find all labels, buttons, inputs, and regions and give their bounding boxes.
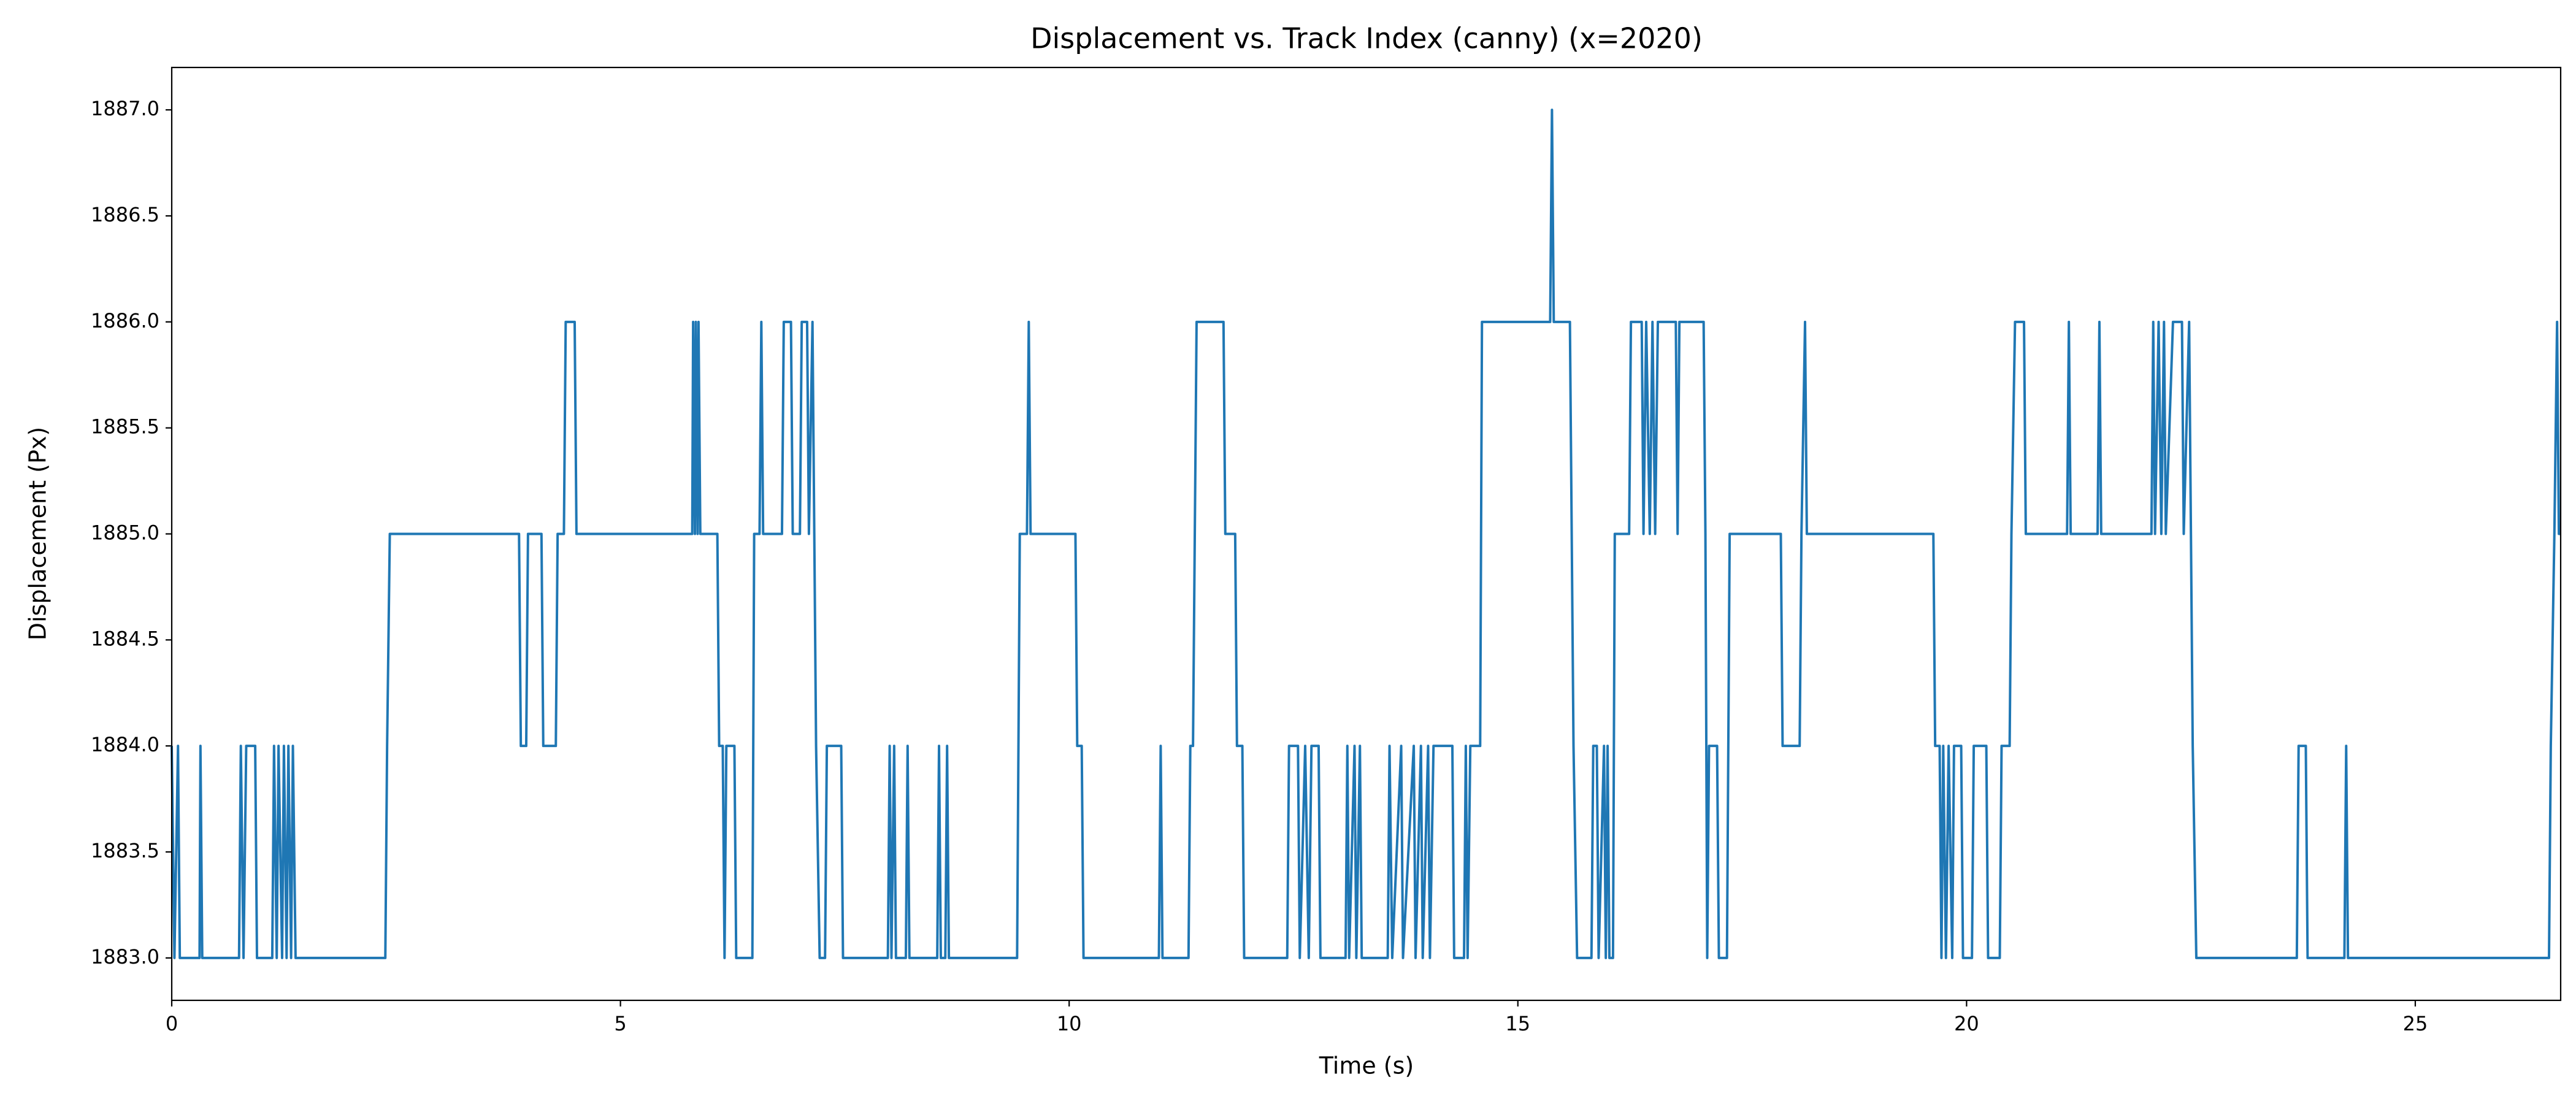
- y-tick-label: 1886.5: [91, 203, 159, 226]
- y-tick-label: 1884.5: [91, 627, 159, 650]
- y-axis-label: Displacement (Px): [25, 427, 52, 640]
- plot-frame: [171, 66, 2562, 1002]
- x-tick-label: 15: [1505, 1012, 1530, 1035]
- x-tick-label: 25: [2403, 1012, 2428, 1035]
- y-tick-label: 1886.0: [91, 309, 159, 332]
- x-tick-label: 20: [1954, 1012, 1979, 1035]
- y-tick-label: 1883.5: [91, 839, 159, 862]
- x-tick-label: 0: [166, 1012, 178, 1035]
- y-tick-label: 1885.5: [91, 415, 159, 439]
- y-tick-label: 1885.0: [91, 521, 159, 545]
- data-line: [171, 109, 2561, 959]
- chart-title: Displacement vs. Track Index (canny) (x=…: [1030, 22, 1703, 55]
- y-tick-label: 1883.0: [91, 945, 159, 968]
- x-tick-label: 5: [614, 1012, 626, 1035]
- y-tick-label: 1887.0: [91, 97, 159, 120]
- x-axis-label: Time (s): [1319, 1052, 1414, 1079]
- x-tick-label: 10: [1057, 1012, 1082, 1035]
- y-tick-label: 1884.0: [91, 733, 159, 756]
